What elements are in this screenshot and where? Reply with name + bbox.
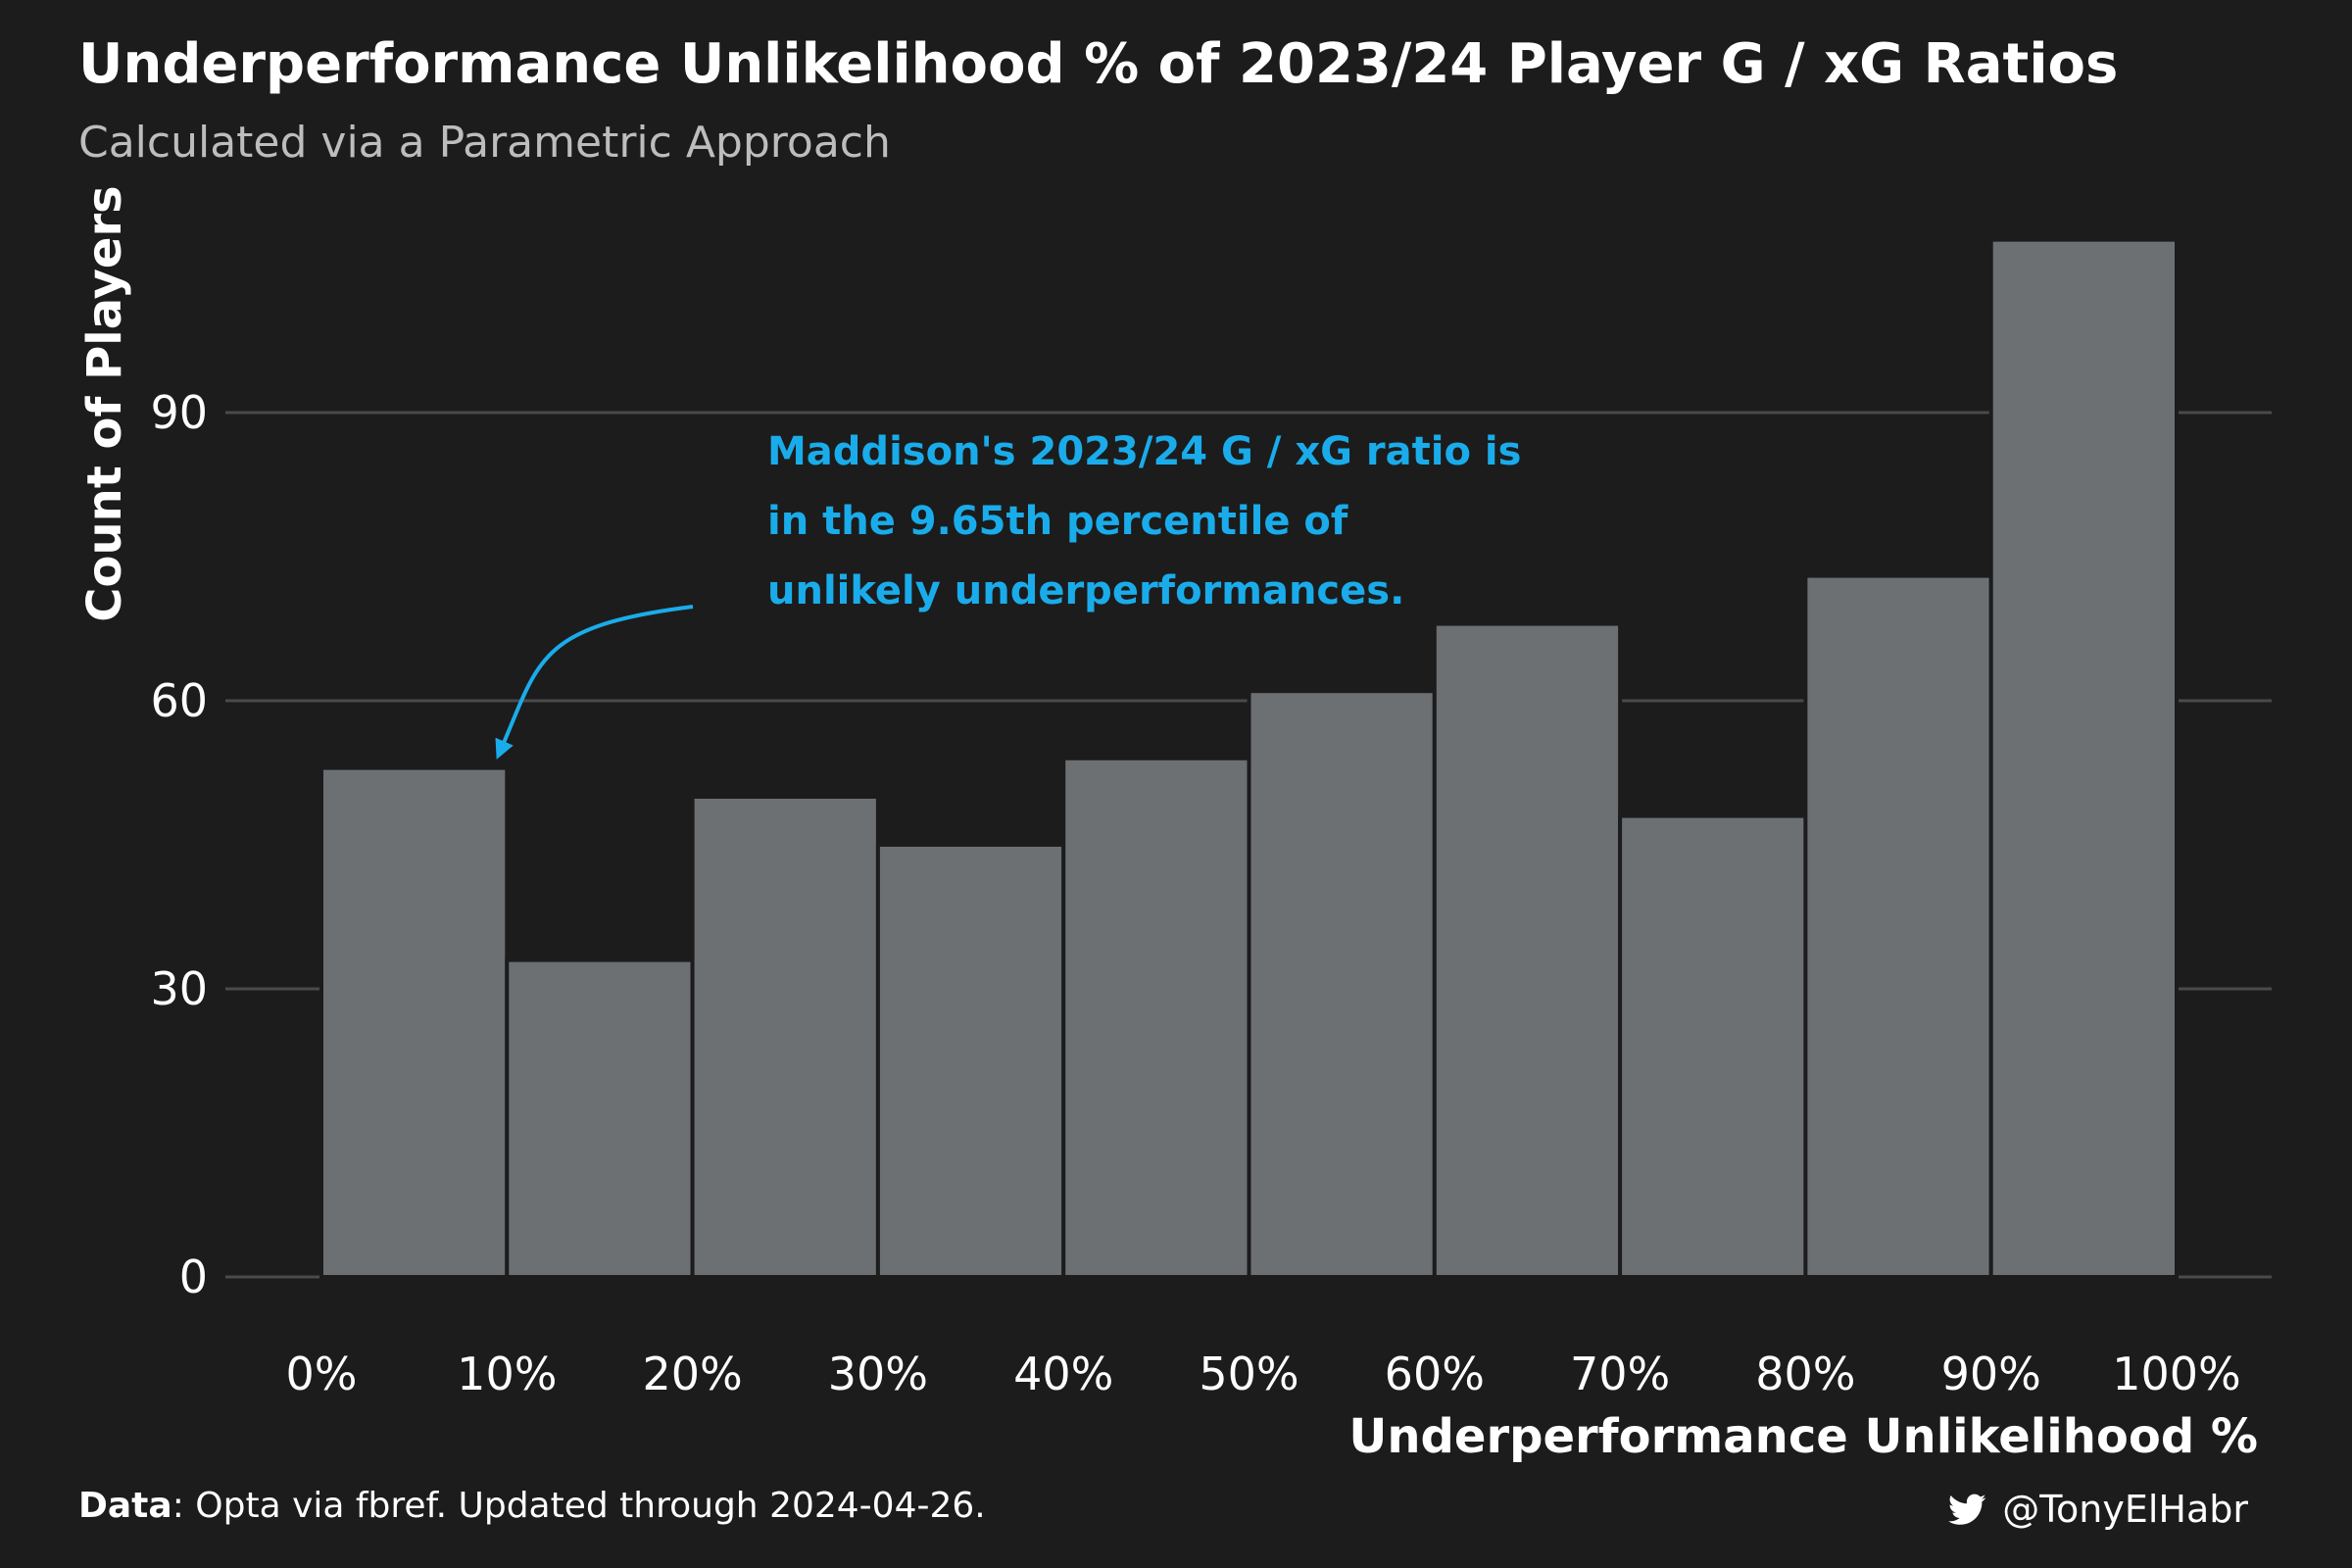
annotation-line-2: in the 9.65th percentile of <box>767 499 1348 544</box>
bar-60-70 <box>1432 621 1623 1279</box>
y-axis-title: Count of Players <box>77 185 132 621</box>
x-tick-label-70pct: 70% <box>1570 1348 1670 1400</box>
x-tick-label-40pct: 40% <box>1013 1348 1113 1400</box>
bar-70-80 <box>1618 813 1808 1279</box>
y-tick-label-30: 30 <box>150 962 208 1015</box>
caption: Data: Opta via fbref. Updated through 20… <box>78 1486 986 1526</box>
caption-data-text: : Opta via fbref. Updated through 2024-0… <box>172 1486 986 1526</box>
x-tick-label-60pct: 60% <box>1385 1348 1485 1400</box>
x-tick-label-80pct: 80% <box>1755 1348 1855 1400</box>
x-axis-title: Underperformance Unlikelihood % <box>1348 1409 2258 1464</box>
annotation-line-3: unlikely underperformances. <box>767 568 1404 613</box>
y-tick-labels: 0 30 60 90 <box>150 386 208 1303</box>
y-tick-label-0: 0 <box>179 1250 208 1303</box>
chart-subtitle: Calculated via a Parametric Approach <box>78 118 891 168</box>
bar-0-10 <box>319 765 510 1279</box>
caption-data-label: Data <box>78 1486 172 1526</box>
annotation-line-1: Maddison's 2023/24 G / xG ratio is <box>767 429 1521 474</box>
bar-80-90 <box>1803 573 1993 1279</box>
x-tick-label-20pct: 20% <box>642 1348 742 1400</box>
annotation-arrow <box>495 605 694 760</box>
bar-40-50 <box>1061 756 1251 1279</box>
bar-90-100 <box>1988 237 2179 1280</box>
x-tick-label-50pct: 50% <box>1199 1348 1298 1400</box>
x-tick-label-10pct: 10% <box>457 1348 557 1400</box>
bar-50-60 <box>1247 689 1437 1279</box>
x-tick-label-100pct: 100% <box>2112 1348 2241 1400</box>
twitter-bird-icon <box>1948 1494 1986 1525</box>
bar-20-30 <box>690 795 880 1279</box>
x-tick-label-0pct: 0% <box>286 1348 358 1400</box>
annotation: Maddison's 2023/24 G / xG ratio is in th… <box>495 429 1521 760</box>
twitter-handle: @TonyElHabr <box>2002 1488 2248 1531</box>
bar-30-40 <box>875 843 1066 1279</box>
bar-10-20 <box>505 957 695 1279</box>
x-tick-label-30pct: 30% <box>828 1348 928 1400</box>
x-tick-labels: 0% 10% 20% 30% 40% 50% 60% 70% 80% 90% 100% <box>286 1348 2241 1400</box>
x-tick-label-90pct: 90% <box>1941 1348 2041 1400</box>
chart-title: Underperformance Unlikelihood % of 2023/… <box>78 32 2118 96</box>
y-tick-label-60: 60 <box>150 674 208 727</box>
y-tick-label-90: 90 <box>150 386 208 439</box>
bars <box>319 237 2179 1280</box>
